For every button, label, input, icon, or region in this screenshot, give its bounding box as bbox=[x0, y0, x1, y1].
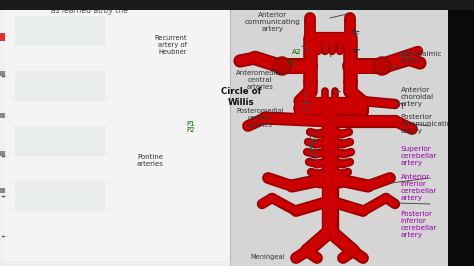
Text: Pontine
arteries: Pontine arteries bbox=[137, 155, 164, 167]
Text: Posteromedial
central
arteries: Posteromedial central arteries bbox=[236, 107, 283, 128]
Text: Anterior
choroidal
artery: Anterior choroidal artery bbox=[401, 87, 434, 107]
Text: Recurrent
artery of
Heubner: Recurrent artery of Heubner bbox=[155, 35, 187, 55]
Text: A2: A2 bbox=[292, 49, 301, 55]
Text: P2: P2 bbox=[186, 127, 195, 132]
Bar bbox=[448, 0, 474, 266]
Bar bbox=[0, 71, 6, 76]
Text: Posterior
communicating
artery: Posterior communicating artery bbox=[401, 114, 456, 134]
Bar bbox=[0, 151, 6, 156]
Bar bbox=[230, 0, 474, 266]
Text: Posterior
inferior
cerebellar
artery: Posterior inferior cerebellar artery bbox=[401, 211, 437, 238]
Text: Meningeal: Meningeal bbox=[251, 254, 285, 260]
Bar bbox=[15, 181, 105, 211]
Bar bbox=[15, 71, 105, 101]
Circle shape bbox=[273, 57, 291, 75]
Text: as learned at/by the: as learned at/by the bbox=[52, 6, 128, 15]
Bar bbox=[15, 126, 105, 156]
Text: P1: P1 bbox=[186, 121, 195, 127]
Circle shape bbox=[275, 59, 289, 73]
Bar bbox=[0, 113, 6, 118]
Text: Anterior
inferior
cerebellar
artery: Anterior inferior cerebellar artery bbox=[401, 174, 437, 201]
Bar bbox=[5, 5, 229, 261]
Text: A1: A1 bbox=[288, 60, 298, 65]
Bar bbox=[0, 188, 6, 193]
Text: Superior
cerebellar
artery: Superior cerebellar artery bbox=[401, 146, 437, 166]
Text: Ophthalmic
artery: Ophthalmic artery bbox=[401, 51, 442, 64]
Bar bbox=[0, 33, 6, 41]
Text: Anteromedial
central
arteries: Anteromedial central arteries bbox=[237, 70, 283, 90]
Text: Circle of
Willis: Circle of Willis bbox=[220, 88, 261, 107]
Circle shape bbox=[375, 59, 389, 73]
Bar bbox=[0, 0, 474, 10]
Text: Anterior
communicating
artery: Anterior communicating artery bbox=[245, 12, 301, 32]
Circle shape bbox=[373, 57, 391, 75]
Bar bbox=[15, 16, 105, 46]
Bar bbox=[0, 0, 230, 266]
